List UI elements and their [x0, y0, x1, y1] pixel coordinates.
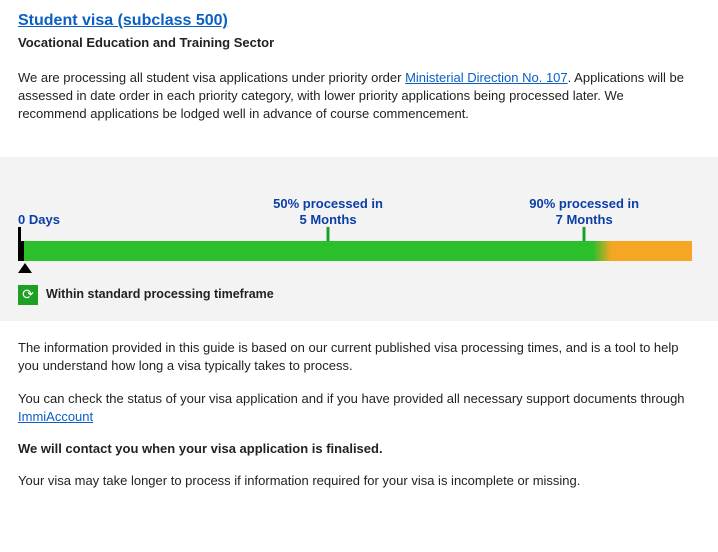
bar-segment-green: [24, 241, 611, 261]
marker-0-days: 0 Days: [18, 212, 60, 228]
refresh-icon: ⟳: [18, 285, 38, 305]
info-paragraph-1: The information provided in this guide i…: [18, 339, 692, 375]
intro-paragraph: We are processing all student visa appli…: [18, 69, 692, 124]
processing-timeline: 0 Days 50% processed in 5 Months 90% pro…: [0, 157, 718, 321]
tick-90pct: [583, 227, 586, 241]
timeline-labels: 0 Days 50% processed in 5 Months 90% pro…: [18, 183, 692, 227]
timeline-ticks: [18, 227, 692, 241]
immiaccount-link[interactable]: ImmiAccount: [18, 409, 93, 424]
bar-segment-orange: [611, 241, 692, 261]
ministerial-direction-link[interactable]: Ministerial Direction No. 107: [405, 70, 568, 85]
status-badge-text: Within standard processing timeframe: [46, 286, 274, 304]
tick-start: [18, 227, 21, 241]
marker-label: 0 Days: [18, 212, 60, 228]
visa-title-link[interactable]: Student visa (subclass 500): [18, 10, 228, 32]
current-position-arrow-icon: [18, 263, 32, 273]
progress-bar: [18, 241, 692, 261]
visa-subtitle: Vocational Education and Training Sector: [18, 34, 692, 52]
tick-50pct: [327, 227, 330, 241]
marker-label: 50% processed in: [273, 196, 383, 212]
marker-50pct: 50% processed in 5 Months: [273, 196, 383, 227]
info-paragraph-3-bold: We will contact you when your visa appli…: [18, 440, 692, 458]
marker-label: 90% processed in: [529, 196, 639, 212]
marker-label: 5 Months: [273, 212, 383, 228]
p2-text: You can check the status of your visa ap…: [18, 391, 685, 406]
marker-label: 7 Months: [529, 212, 639, 228]
marker-90pct: 90% processed in 7 Months: [529, 196, 639, 227]
intro-text-before: We are processing all student visa appli…: [18, 70, 405, 85]
pointer-row: [18, 261, 692, 275]
status-badge: ⟳ Within standard processing timeframe: [18, 285, 692, 305]
info-paragraph-4: Your visa may take longer to process if …: [18, 472, 692, 490]
info-paragraph-2: You can check the status of your visa ap…: [18, 390, 692, 426]
